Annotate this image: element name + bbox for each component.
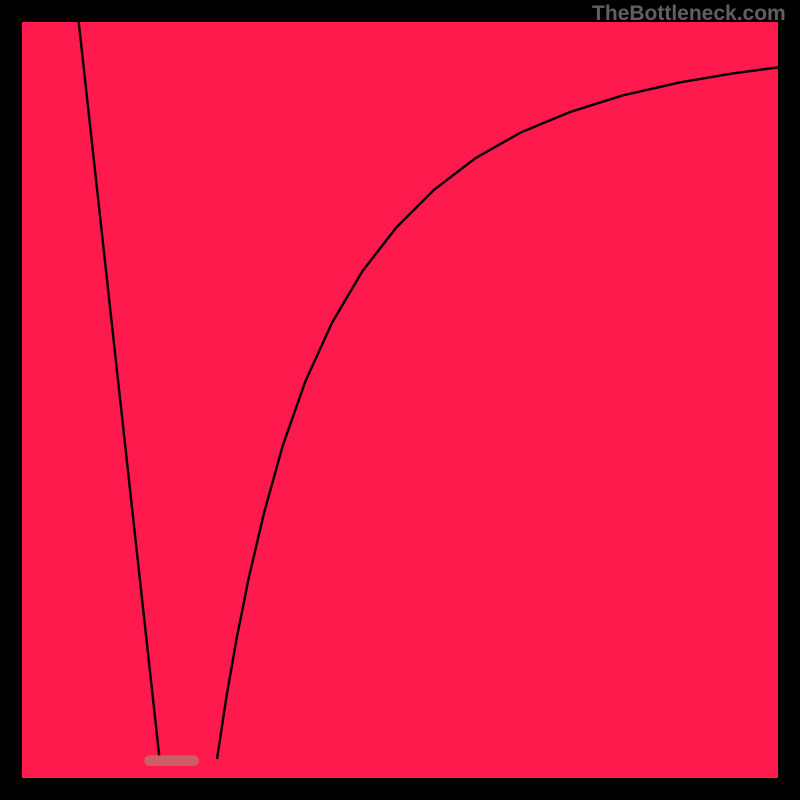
watermark-text: TheBottleneck.com — [592, 2, 786, 26]
bottleneck-marker — [144, 755, 198, 766]
border-right — [778, 0, 800, 800]
border-bottom — [0, 778, 800, 800]
gradient-background — [22, 22, 778, 778]
chart-frame: TheBottleneck.com — [0, 0, 800, 800]
border-left — [0, 0, 22, 800]
bottleneck-chart — [22, 22, 778, 778]
